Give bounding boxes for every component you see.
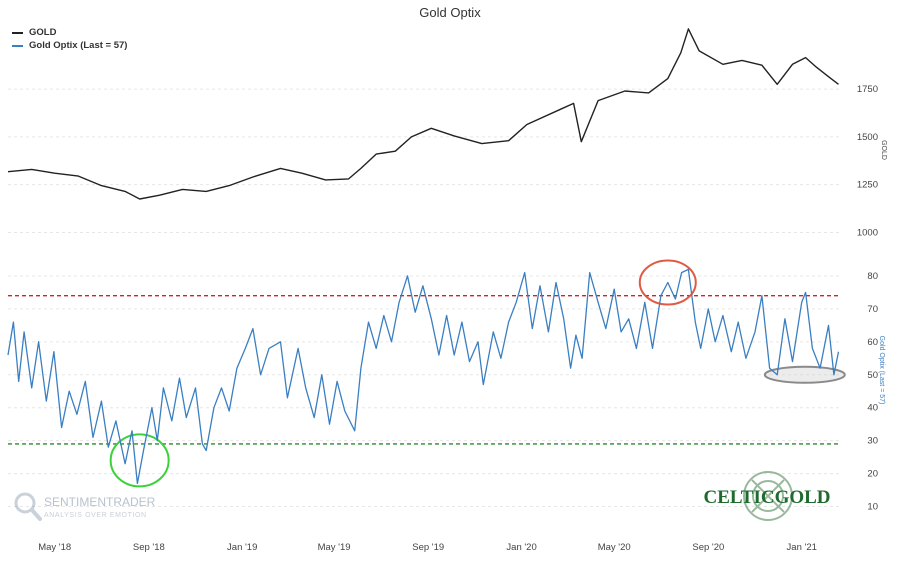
y-tick-labels: 1000 1250 1500 1750 10 20 30 40 50 60 70 80 xyxy=(857,84,878,512)
sentimentrader-wordmark: SENTIMENTRADER xyxy=(44,495,156,509)
x-tick-label: Jan '20 xyxy=(506,542,536,553)
x-tick-labels: May '18 Sep '18 Jan '19 May '19 Sep '19 Jan '… xyxy=(38,542,817,553)
overbought-circle xyxy=(638,259,697,306)
legend-swatch-gold xyxy=(12,31,23,34)
celticgold-watermark: CELTICGOLD xyxy=(700,468,835,533)
x-tick-label: Jan '21 xyxy=(787,542,817,553)
gold-series-line xyxy=(7,28,839,200)
legend-item-gold[interactable]: GOLD xyxy=(12,26,127,39)
y-tick-label: 1750 xyxy=(857,84,878,95)
gold-axis-title: GOLD xyxy=(880,140,887,160)
celticgold-wordmark: CELTICGOLD xyxy=(703,487,830,508)
y-tick-label: 1250 xyxy=(857,180,878,191)
support-ellipse xyxy=(763,365,846,384)
gridlines xyxy=(8,88,840,508)
x-tick-label: May '18 xyxy=(38,542,71,553)
y-tick-label: 60 xyxy=(867,337,878,348)
x-tick-label: Sep '18 xyxy=(133,542,165,553)
oversold-circle xyxy=(109,433,170,488)
y-tick-label: 1500 xyxy=(857,132,878,143)
legend-swatch-optix xyxy=(12,44,23,47)
y-tick-label: 80 xyxy=(867,271,878,282)
x-tick-label: Jan '19 xyxy=(227,542,257,553)
sentimentrader-watermark: SENTIMENTRADER ANALYSIS OVER EMOTION xyxy=(12,490,182,529)
y-tick-label: 50 xyxy=(867,370,878,381)
x-tick-label: May '19 xyxy=(318,542,351,553)
y-tick-label: 40 xyxy=(867,403,878,414)
x-tick-label: May '20 xyxy=(598,542,631,553)
y-tick-label: 10 xyxy=(867,502,878,513)
celtic-knot-icon xyxy=(743,471,793,521)
series-lines xyxy=(7,28,840,485)
y-tick-label: 30 xyxy=(867,436,878,447)
chart-title: Gold Optix xyxy=(419,5,481,20)
legend: GOLD Gold Optix (Last = 57) xyxy=(12,26,127,52)
magnifier-icon xyxy=(14,492,42,521)
reference-lines xyxy=(8,295,840,445)
x-tick-label: Sep '19 xyxy=(412,542,444,553)
legend-label-gold: GOLD xyxy=(29,27,57,38)
annotations xyxy=(109,259,846,488)
legend-item-optix[interactable]: Gold Optix (Last = 57) xyxy=(12,39,127,52)
y-tick-label: 70 xyxy=(867,304,878,315)
optix-axis-title: Gold Optix (Last = 57) xyxy=(878,336,885,405)
sentimentrader-tagline: ANALYSIS OVER EMOTION xyxy=(44,512,147,519)
x-tick-label: Sep '20 xyxy=(692,542,724,553)
y-tick-label: 20 xyxy=(867,469,878,480)
legend-label-optix: Gold Optix (Last = 57) xyxy=(29,40,128,51)
optix-series-line xyxy=(7,268,840,485)
y-tick-label: 1000 xyxy=(857,227,878,238)
